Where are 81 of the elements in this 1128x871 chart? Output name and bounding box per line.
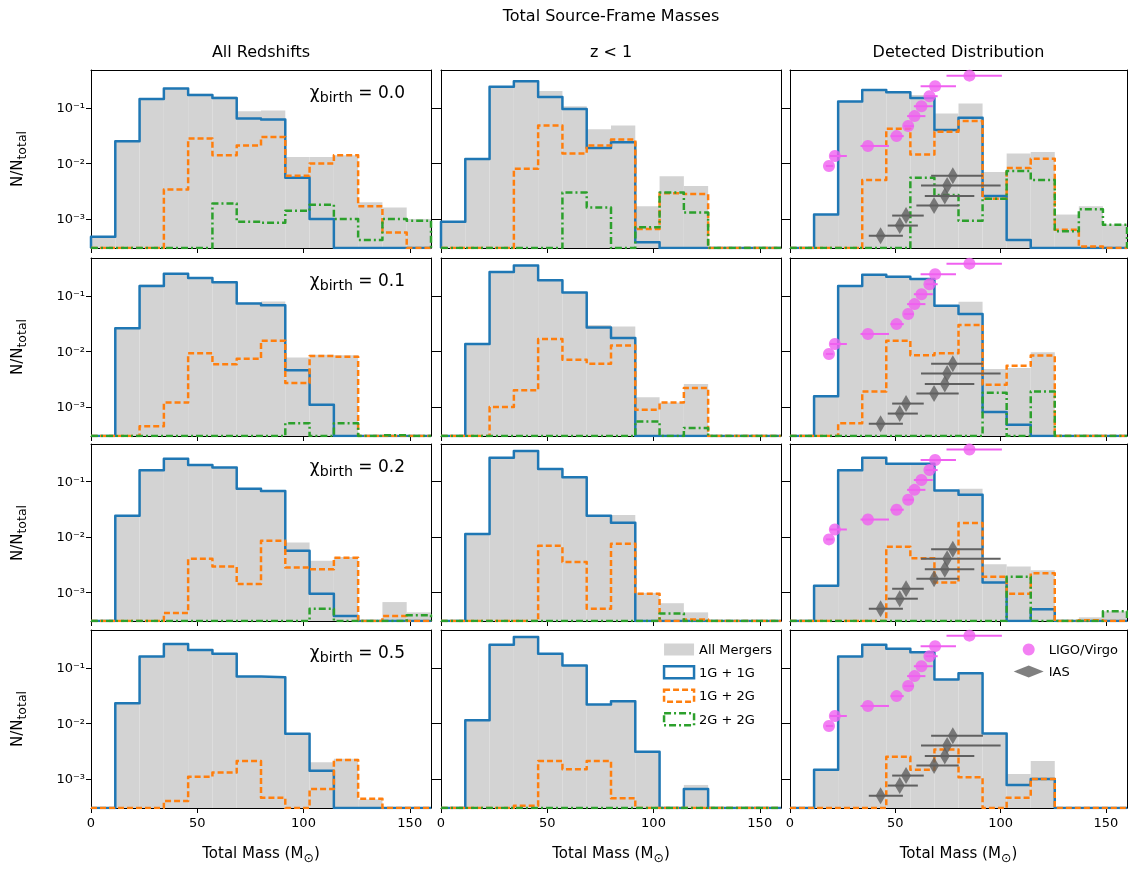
- annotation: χ$_{birth}$ = 0.2: [309, 456, 405, 480]
- point: [822, 347, 835, 360]
- point: [890, 130, 903, 143]
- point: [890, 318, 903, 331]
- point: [915, 474, 928, 487]
- legend-label: All Mergers: [699, 642, 773, 657]
- y-tick-label: 10⁻¹: [56, 660, 85, 676]
- y-tick-label: 10⁻³: [56, 211, 85, 227]
- x-tick-label: 150: [1093, 815, 1119, 830]
- point: [902, 120, 915, 133]
- point: [902, 308, 915, 321]
- point: [822, 719, 835, 732]
- x-tick-label: 50: [887, 815, 904, 830]
- y-tick-label: 10⁻²: [56, 343, 85, 359]
- x-tick-label: 50: [538, 815, 556, 830]
- x-tick-label: 100: [641, 815, 666, 830]
- point: [861, 699, 874, 712]
- x-tick-label: 150: [397, 815, 423, 830]
- point: [923, 464, 936, 477]
- annotation: χ$_{birth}$ = 0.0: [309, 82, 405, 106]
- x-tick-label: 0: [86, 815, 96, 830]
- point: [908, 298, 921, 311]
- point: [828, 337, 841, 350]
- point: [908, 483, 921, 496]
- point: [908, 110, 921, 123]
- y-tick-label: 10⁻¹: [56, 474, 85, 490]
- point: [915, 100, 928, 113]
- point: [915, 660, 928, 673]
- y-tick-label: 10⁻²: [56, 155, 85, 171]
- chart-title: All Redshifts: [210, 42, 312, 61]
- point: [828, 523, 841, 536]
- y-tick-label: 10⁻²: [56, 529, 85, 545]
- point: [861, 139, 874, 152]
- chart-title: Total Source-Frame Masses: [501, 6, 721, 25]
- y-tick-label: 10⁻³: [56, 399, 85, 415]
- point: [923, 90, 936, 103]
- x-tick-label: 0: [785, 815, 795, 830]
- y-tick-label: 10⁻³: [56, 584, 85, 600]
- x-tick-label: 0: [436, 815, 446, 830]
- legend-label: LIGO/Virgo: [1048, 642, 1119, 657]
- point: [902, 680, 915, 693]
- legend-label: IAS: [1048, 664, 1070, 679]
- y-tick-label: 10⁻²: [56, 715, 85, 731]
- point: [861, 327, 874, 340]
- point: [822, 533, 835, 546]
- x-tick-label: 100: [291, 815, 316, 830]
- annotation: χ$_{birth}$ = 0.5: [309, 642, 405, 666]
- x-axis-title: Total Mass (M$_{⊙}$): [551, 844, 671, 865]
- x-axis-title: Total Mass (M$_{⊙}$): [898, 844, 1019, 865]
- point: [963, 629, 976, 642]
- point: [923, 278, 936, 291]
- point: [915, 288, 928, 301]
- annotation: χ$_{birth}$ = 0.1: [309, 270, 405, 294]
- point: [923, 650, 936, 663]
- x-tick-label: 50: [188, 815, 206, 830]
- point: [929, 268, 942, 281]
- point: [963, 69, 976, 82]
- point: [890, 503, 903, 516]
- point: [861, 513, 874, 526]
- point: [902, 493, 915, 506]
- chart-title: Detected Distribution: [871, 42, 1046, 61]
- y-tick-label: 10⁻¹: [56, 288, 85, 304]
- point: [929, 80, 942, 93]
- y-tick-label: 10⁻³: [56, 771, 85, 787]
- legend-label: 1G + 2G: [699, 688, 755, 704]
- point: [828, 709, 841, 722]
- legend-label: 2G + 2G: [699, 711, 755, 727]
- point: [890, 690, 903, 703]
- legend-label: 1G + 1G: [699, 664, 755, 680]
- point: [963, 443, 976, 456]
- chart-subtitle: z < 1: [588, 42, 634, 61]
- point: [822, 159, 835, 172]
- point: [963, 257, 976, 270]
- point: [929, 640, 942, 653]
- point: [929, 454, 942, 467]
- x-tick-label: 100: [988, 815, 1014, 830]
- y-tick-label: 10⁻¹: [56, 100, 85, 116]
- x-tick-label: 150: [747, 815, 773, 830]
- point: [828, 149, 841, 162]
- x-axis-title: Total Mass (M$_{⊙}$): [201, 844, 321, 865]
- point: [908, 670, 921, 683]
